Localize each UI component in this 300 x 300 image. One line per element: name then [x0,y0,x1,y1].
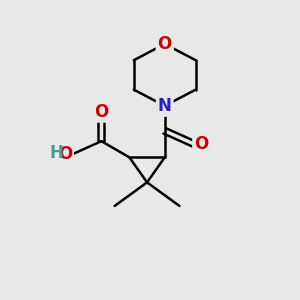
Text: O: O [58,146,72,164]
Text: H: H [50,144,64,162]
Text: O: O [94,103,109,121]
Text: O: O [158,35,172,53]
Text: N: N [158,97,172,115]
Text: O: O [194,135,208,153]
